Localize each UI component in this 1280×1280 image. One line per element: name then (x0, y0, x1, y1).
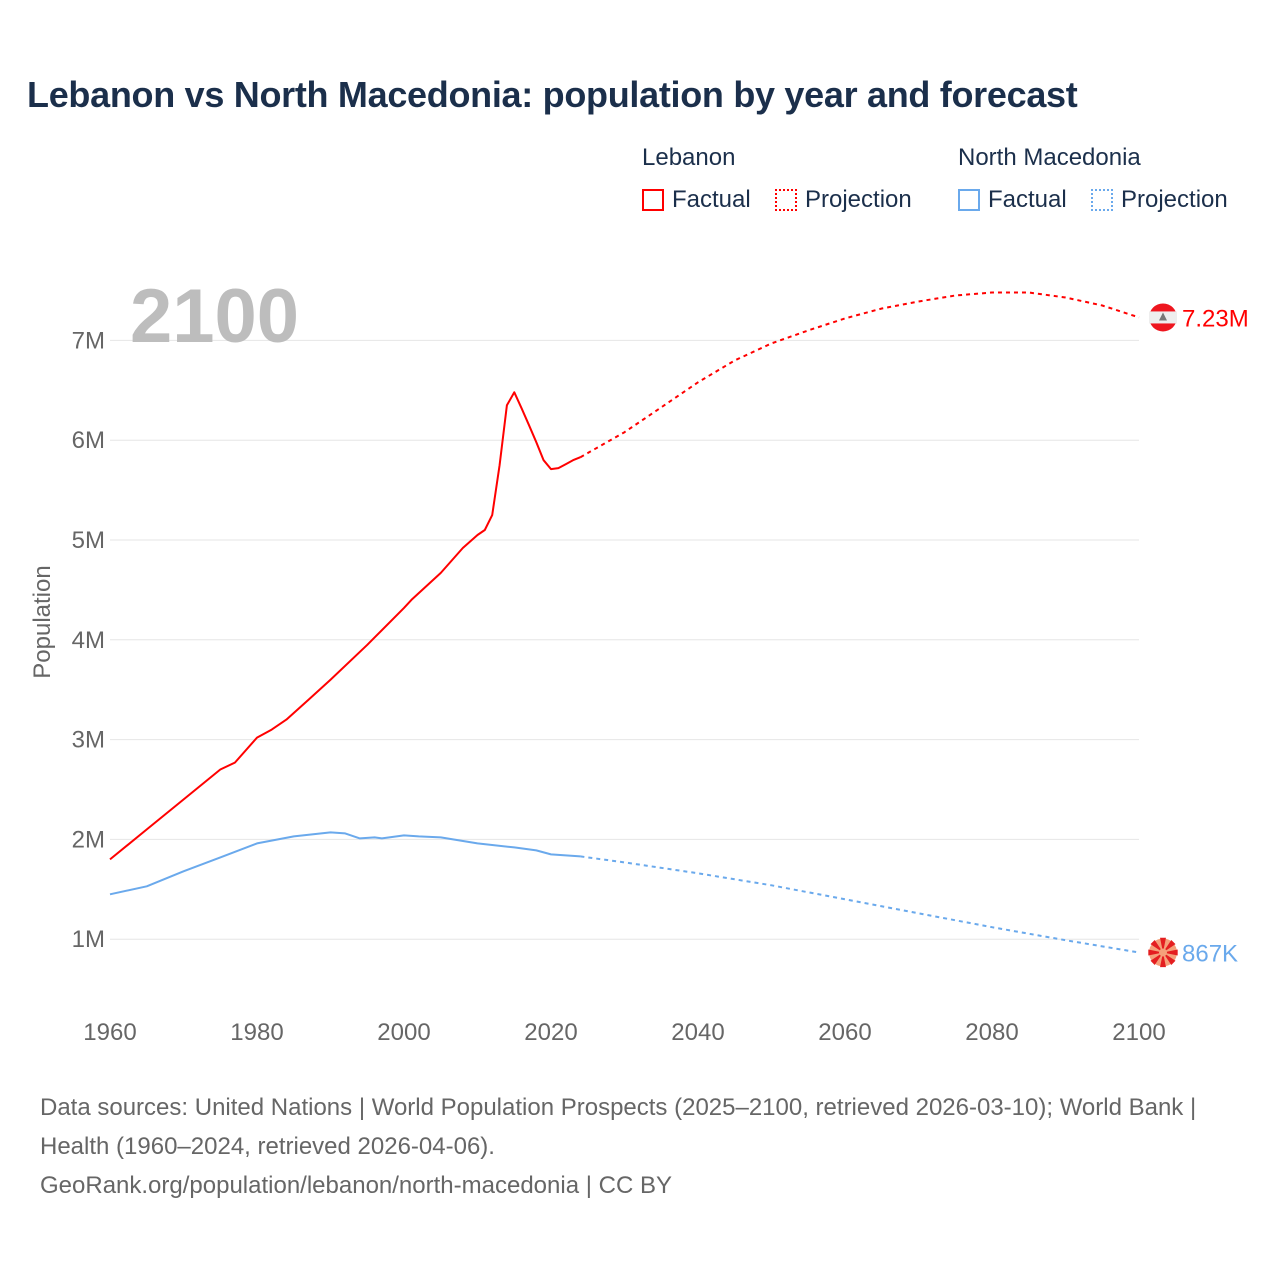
x-tick-label: 2100 (1112, 1019, 1165, 1046)
x-tick-label: 1960 (83, 1019, 136, 1046)
series-north-macedonia-projection (580, 855, 1140, 954)
legend-lebanon-projection[interactable]: Projection (775, 186, 912, 214)
chart-title: Lebanon vs North Macedonia: population b… (27, 74, 1078, 115)
series-lebanon-factual (109, 391, 581, 861)
sun-ray (1150, 939, 1163, 953)
legend-nm-projection[interactable]: Projection (1091, 186, 1228, 214)
sun-ray (1148, 949, 1163, 956)
y-tick-label: 6M (72, 427, 105, 454)
end-value-label: 867K (1182, 940, 1238, 967)
sun-ray (1163, 952, 1176, 965)
y-tick-label: 2M (72, 826, 105, 853)
legend-nm-factual[interactable]: Factual (958, 186, 1067, 214)
legend-group-north-macedonia: North Macedonia Factual Projection (958, 144, 1228, 213)
legend-label: Factual (672, 186, 751, 213)
y-tick-label: 3M (72, 727, 105, 754)
legend-group-title: North Macedonia (958, 144, 1141, 171)
legend-label: Projection (805, 186, 912, 213)
legend-lebanon-factual[interactable]: Factual (642, 186, 751, 214)
y-axis-label: Population (29, 565, 56, 678)
legend-label: Projection (1121, 186, 1228, 213)
data-sources: Data sources: United Nations | World Pop… (40, 1094, 1197, 1160)
legend-swatch (642, 189, 664, 211)
sun-ray (1150, 952, 1163, 965)
sun-ray (1160, 952, 1166, 968)
legend-group-lebanon: Lebanon Factual Projection (642, 144, 912, 213)
north-macedonia-flag-icon (1148, 937, 1178, 968)
cedar-glyph (1159, 312, 1167, 321)
footer: Data sources: United Nations | World Pop… (40, 1088, 1240, 1205)
x-tick-label: 2040 (671, 1019, 724, 1046)
x-tick-label: 2020 (524, 1019, 577, 1046)
legend-swatch (775, 189, 797, 211)
sun-ray (1163, 949, 1178, 956)
end-value-label: 7.23M (1182, 305, 1249, 332)
legend-swatch (958, 189, 980, 211)
sun-ray (1160, 937, 1166, 953)
sun-ray (1163, 939, 1176, 953)
sun-center (1159, 948, 1167, 957)
plot-area: 1M 2M 3M 4M 5M 6M 7M 1960 1980 2000 2020 2040 2060 20… (29, 274, 1249, 1046)
series-north-macedonia-factual (109, 831, 581, 896)
year-watermark: 2100 (130, 274, 299, 359)
x-tick-label: 2000 (377, 1019, 430, 1046)
y-tick-label: 7M (72, 327, 105, 354)
y-tick-label: 1M (72, 926, 105, 953)
y-tick-label: 5M (72, 527, 105, 554)
credit-link[interactable]: GeoRank.org/population/lebanon/north-mac… (40, 1172, 672, 1199)
legend-swatch (1091, 189, 1113, 211)
x-tick-label: 1980 (230, 1019, 283, 1046)
series-lebanon-projection (579, 291, 1140, 459)
lebanon-flag-icon (1149, 303, 1177, 332)
x-tick-label: 2060 (818, 1019, 871, 1046)
legend-label: Factual (988, 186, 1067, 213)
legend-group-title: Lebanon (642, 144, 736, 171)
x-tick-label: 2080 (965, 1019, 1018, 1046)
y-tick-label: 4M (72, 627, 105, 654)
